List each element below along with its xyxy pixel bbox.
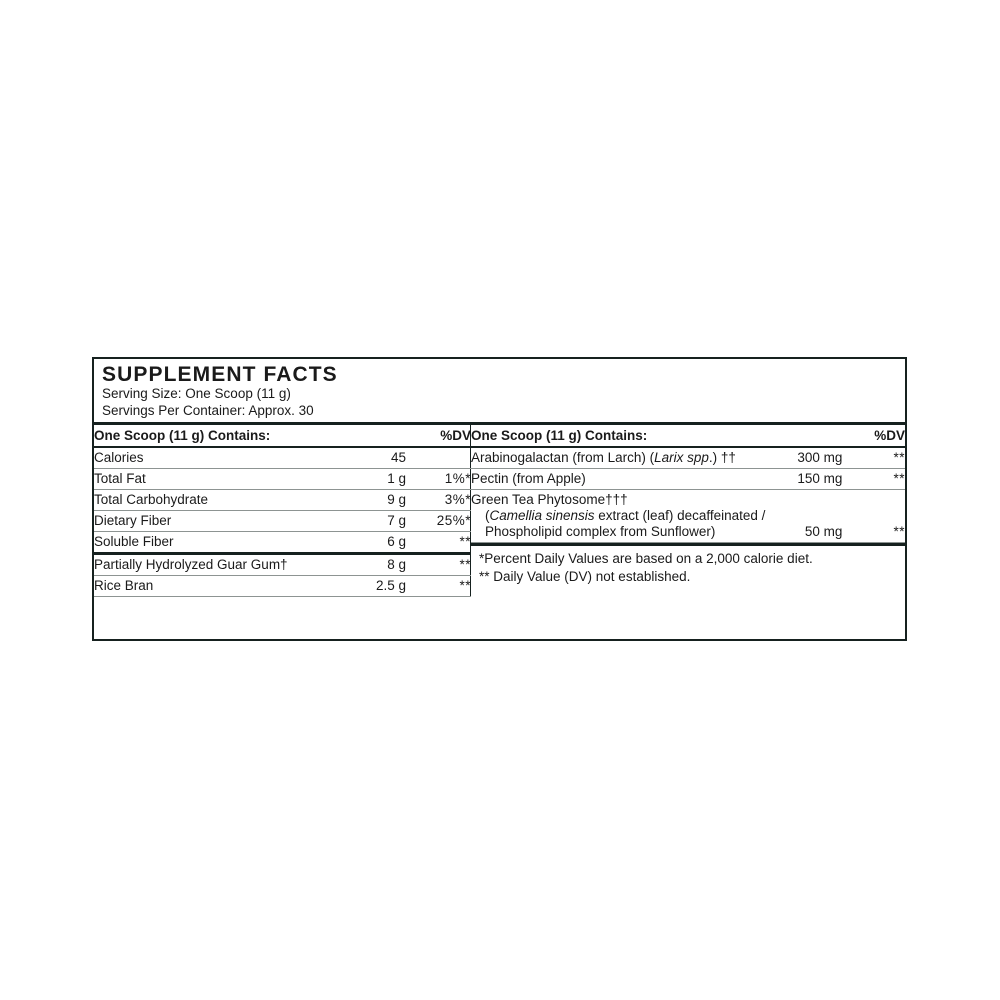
nutrient-name: Pectin (from Apple) xyxy=(471,468,742,490)
column-header-label: One Scoop (11 g) Contains: xyxy=(471,425,742,448)
nutrient-daily-value: ** xyxy=(842,468,905,490)
supplement-facts-panel: SUPPLEMENT FACTS Serving Size: One Scoop… xyxy=(92,357,907,641)
nutrient-name: Green Tea Phytosome††† (Camellia sinensis… xyxy=(471,489,765,543)
nutrient-daily-value: 25%* xyxy=(406,510,472,532)
nutrient-daily-value: ** xyxy=(842,447,905,469)
column-header-dv: %DV xyxy=(741,425,905,448)
nutrient-amount: 300 mg xyxy=(741,447,843,469)
nutrient-name-text: Green Tea Phytosome††† xyxy=(471,492,628,507)
table-row: Arabinogalactan (from Larch) (Larix spp.… xyxy=(471,447,905,469)
table-header-row: One Scoop (11 g) Contains: %DV xyxy=(471,425,905,448)
nutrient-name-text: Pectin (from Apple) xyxy=(471,471,586,486)
nutrient-name-text: Arabinogalactan (from Larch) ( xyxy=(471,450,655,465)
nutrient-name: Dietary Fiber xyxy=(94,510,324,532)
nutrient-name: Partially Hydrolyzed Guar Gum† xyxy=(94,553,324,576)
table-row: Green Tea Phytosome††† (Camellia sinensis… xyxy=(471,489,905,543)
nutrient-name: Total Carbohydrate xyxy=(94,489,324,511)
page-title: SUPPLEMENT FACTS xyxy=(102,363,338,386)
nutrient-daily-value: 1%* xyxy=(406,468,472,490)
nutrient-name-line: (Camellia sinensis extract (leaf) decaff… xyxy=(471,508,765,524)
table-row: Soluble Fiber 6 g ** xyxy=(94,531,472,555)
nutrient-daily-value: 3%* xyxy=(406,489,472,511)
nutrient-amount: 1 g xyxy=(324,468,406,490)
table-header-row: One Scoop (11 g) Contains: %DV xyxy=(94,425,472,448)
nutrient-amount: 150 mg xyxy=(741,468,843,490)
label-title-block: SUPPLEMENT FACTS Serving Size: One Scoop… xyxy=(94,359,905,419)
nutrient-amount: 6 g xyxy=(324,531,406,555)
nutrient-name-text: .) †† xyxy=(708,450,736,465)
column-header-dv: %DV xyxy=(324,425,472,448)
serving-size-text: Serving Size: One Scoop (11 g) xyxy=(102,386,291,401)
table-row: Rice Bran 2.5 g ** xyxy=(94,575,472,597)
nutrient-amount: 50 mg xyxy=(741,489,843,543)
table-row: Partially Hydrolyzed Guar Gum† 8 g ** xyxy=(94,553,472,576)
servings-per-container-text: Servings Per Container: Approx. 30 xyxy=(102,402,314,418)
nutrient-name: Total Fat xyxy=(94,468,324,490)
nutrient-amount: 2.5 g xyxy=(324,575,406,597)
nutrient-amount: 8 g xyxy=(324,553,406,576)
footnote-text: *Percent Daily Values are based on a 2,0… xyxy=(479,551,813,566)
botanical-name: Larix spp xyxy=(654,450,709,465)
nutrient-daily-value: ** xyxy=(406,553,472,576)
botanical-name: Camellia sinensis xyxy=(489,508,595,523)
nutrient-name-line: Green Tea Phytosome††† xyxy=(471,492,741,508)
nutrient-name-text: ( xyxy=(485,508,490,523)
table-row: Total Fat 1 g 1%* xyxy=(94,468,472,490)
left-nutrient-table: One Scoop (11 g) Contains: %DV Calories 45 T… xyxy=(94,425,472,597)
table-row: Pectin (from Apple) 150 mg ** xyxy=(471,468,905,490)
column-header-label: One Scoop (11 g) Contains: xyxy=(94,425,324,448)
footnote-text: ** Daily Value (DV) not established. xyxy=(479,569,691,584)
nutrient-daily-value: ** xyxy=(406,531,472,555)
nutrient-name: Arabinogalactan (from Larch) (Larix spp.… xyxy=(471,447,742,469)
nutrient-name-text: extract (leaf) decaffeinated / xyxy=(594,508,766,523)
table-row: Calories 45 xyxy=(94,447,472,469)
nutrient-columns: One Scoop (11 g) Contains: %DV Calories 45 T… xyxy=(94,425,905,597)
nutrient-daily-value: ** xyxy=(842,489,905,543)
title-divider-rule xyxy=(94,422,905,425)
footnotes-block: *Percent Daily Values are based on a 2,0… xyxy=(471,543,905,586)
table-row: Dietary Fiber 7 g 25%* xyxy=(94,510,472,532)
nutrient-name: Soluble Fiber xyxy=(94,531,324,555)
nutrient-name-text: Phospholipid complex from Sunflower) xyxy=(485,524,716,539)
left-nutrient-column: One Scoop (11 g) Contains: %DV Calories 45 T… xyxy=(94,425,472,597)
right-nutrient-table: One Scoop (11 g) Contains: %DV Arabinogala… xyxy=(471,425,905,543)
nutrient-name-line: Phospholipid complex from Sunflower) xyxy=(471,524,741,540)
nutrient-amount: 7 g xyxy=(324,510,406,532)
nutrient-daily-value: ** xyxy=(406,575,472,597)
table-row: Total Carbohydrate 9 g 3%* xyxy=(94,489,472,511)
nutrient-daily-value xyxy=(406,447,472,469)
nutrient-name: Calories xyxy=(94,447,324,469)
right-nutrient-column: One Scoop (11 g) Contains: %DV Arabinogala… xyxy=(471,425,905,597)
nutrient-amount: 9 g xyxy=(324,489,406,511)
nutrient-name: Rice Bran xyxy=(94,575,324,597)
nutrient-amount: 45 xyxy=(324,447,406,469)
